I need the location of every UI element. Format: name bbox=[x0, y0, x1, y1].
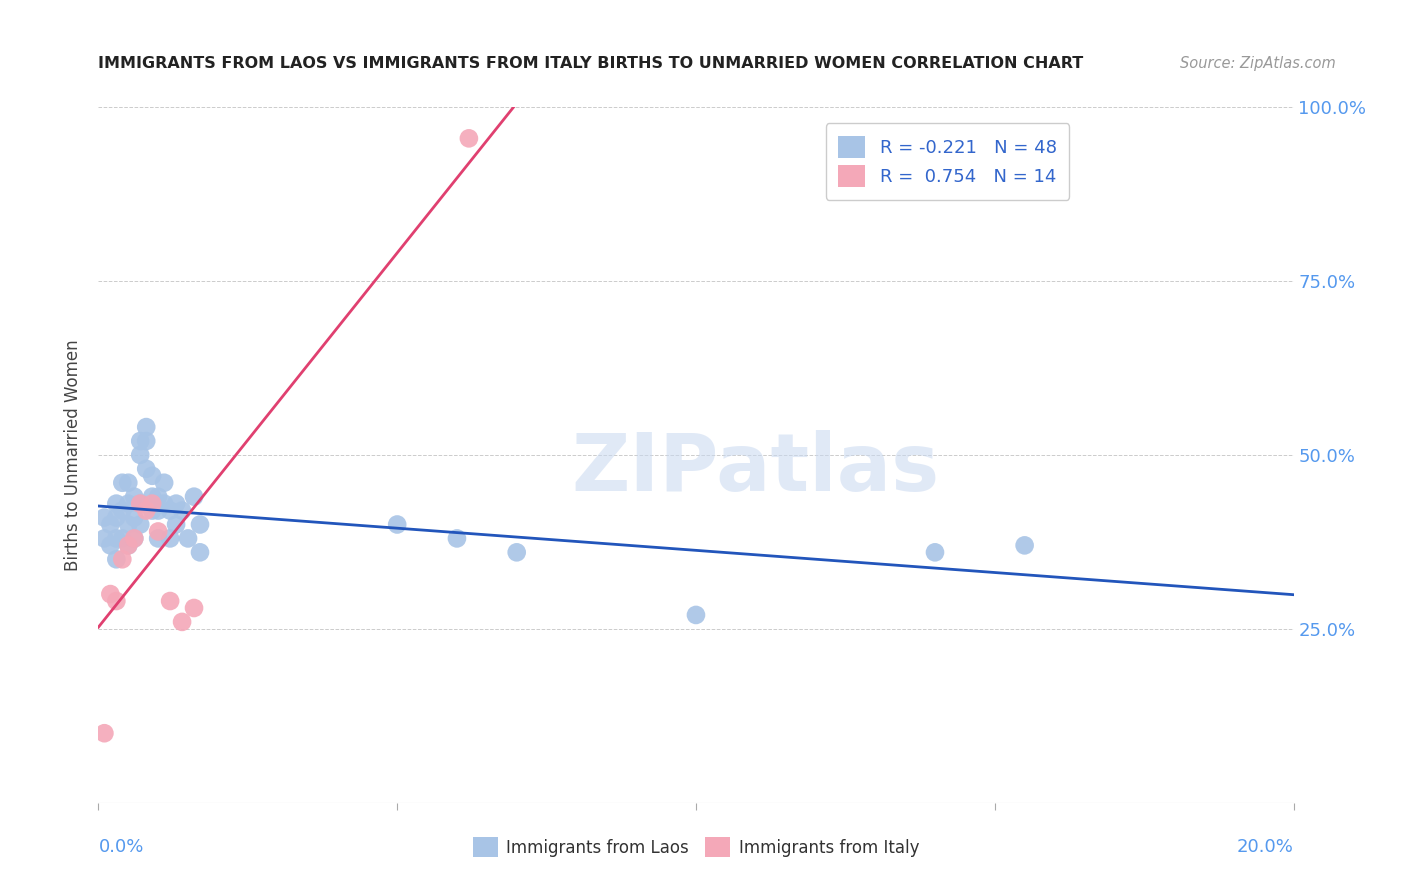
Point bbox=[129, 434, 152, 448]
Point bbox=[141, 503, 163, 517]
Point bbox=[177, 532, 200, 546]
Point bbox=[153, 475, 176, 490]
Point bbox=[100, 587, 122, 601]
Point bbox=[446, 532, 468, 546]
Point bbox=[172, 615, 194, 629]
Point bbox=[159, 503, 181, 517]
Text: IMMIGRANTS FROM LAOS VS IMMIGRANTS FROM ITALY BIRTHS TO UNMARRIED WOMEN CORRELAT: IMMIGRANTS FROM LAOS VS IMMIGRANTS FROM … bbox=[98, 56, 1084, 71]
Text: 0.0%: 0.0% bbox=[98, 838, 143, 856]
Point bbox=[117, 475, 139, 490]
Point bbox=[105, 497, 128, 511]
Point bbox=[141, 468, 163, 483]
Point bbox=[506, 545, 529, 559]
Point bbox=[111, 552, 134, 566]
Point bbox=[111, 532, 134, 546]
Text: 20.0%: 20.0% bbox=[1237, 838, 1294, 856]
Text: Source: ZipAtlas.com: Source: ZipAtlas.com bbox=[1180, 56, 1336, 71]
Point bbox=[385, 517, 409, 532]
Text: ZIPatlas: ZIPatlas bbox=[572, 430, 939, 508]
Point bbox=[458, 131, 481, 145]
Point bbox=[93, 726, 115, 740]
Point bbox=[93, 510, 115, 524]
Point bbox=[105, 532, 128, 546]
Point bbox=[165, 517, 187, 532]
Point bbox=[124, 490, 146, 504]
Point bbox=[129, 497, 152, 511]
Point bbox=[148, 490, 170, 504]
Point bbox=[153, 497, 176, 511]
Point bbox=[124, 532, 146, 546]
Point bbox=[135, 503, 157, 517]
Point bbox=[124, 532, 146, 546]
Point bbox=[129, 517, 152, 532]
Point bbox=[129, 497, 152, 511]
Point bbox=[111, 503, 134, 517]
Point bbox=[148, 503, 170, 517]
Point bbox=[159, 594, 181, 608]
Point bbox=[183, 601, 205, 615]
Point bbox=[924, 545, 946, 559]
Point bbox=[100, 517, 122, 532]
Point bbox=[135, 434, 157, 448]
Point bbox=[183, 490, 205, 504]
Point bbox=[141, 490, 163, 504]
Point bbox=[141, 497, 163, 511]
Point bbox=[172, 503, 194, 517]
Point bbox=[93, 532, 115, 546]
Point bbox=[188, 545, 211, 559]
Point bbox=[124, 510, 146, 524]
Point bbox=[111, 475, 134, 490]
Point bbox=[188, 517, 211, 532]
Point bbox=[117, 538, 139, 552]
Point bbox=[117, 538, 139, 552]
Point bbox=[129, 448, 152, 462]
Point bbox=[105, 594, 128, 608]
Point bbox=[1014, 538, 1036, 552]
Legend: Immigrants from Laos, Immigrants from Italy: Immigrants from Laos, Immigrants from It… bbox=[465, 830, 927, 864]
Point bbox=[105, 552, 128, 566]
Y-axis label: Births to Unmarried Women: Births to Unmarried Women bbox=[65, 339, 83, 571]
Point bbox=[100, 538, 122, 552]
Point bbox=[165, 497, 187, 511]
Point bbox=[148, 524, 170, 539]
Point bbox=[117, 517, 139, 532]
Point bbox=[685, 607, 707, 622]
Point bbox=[148, 532, 170, 546]
Point bbox=[105, 510, 128, 524]
Point bbox=[135, 462, 157, 476]
Point bbox=[135, 420, 157, 434]
Point bbox=[159, 532, 181, 546]
Point bbox=[117, 497, 139, 511]
